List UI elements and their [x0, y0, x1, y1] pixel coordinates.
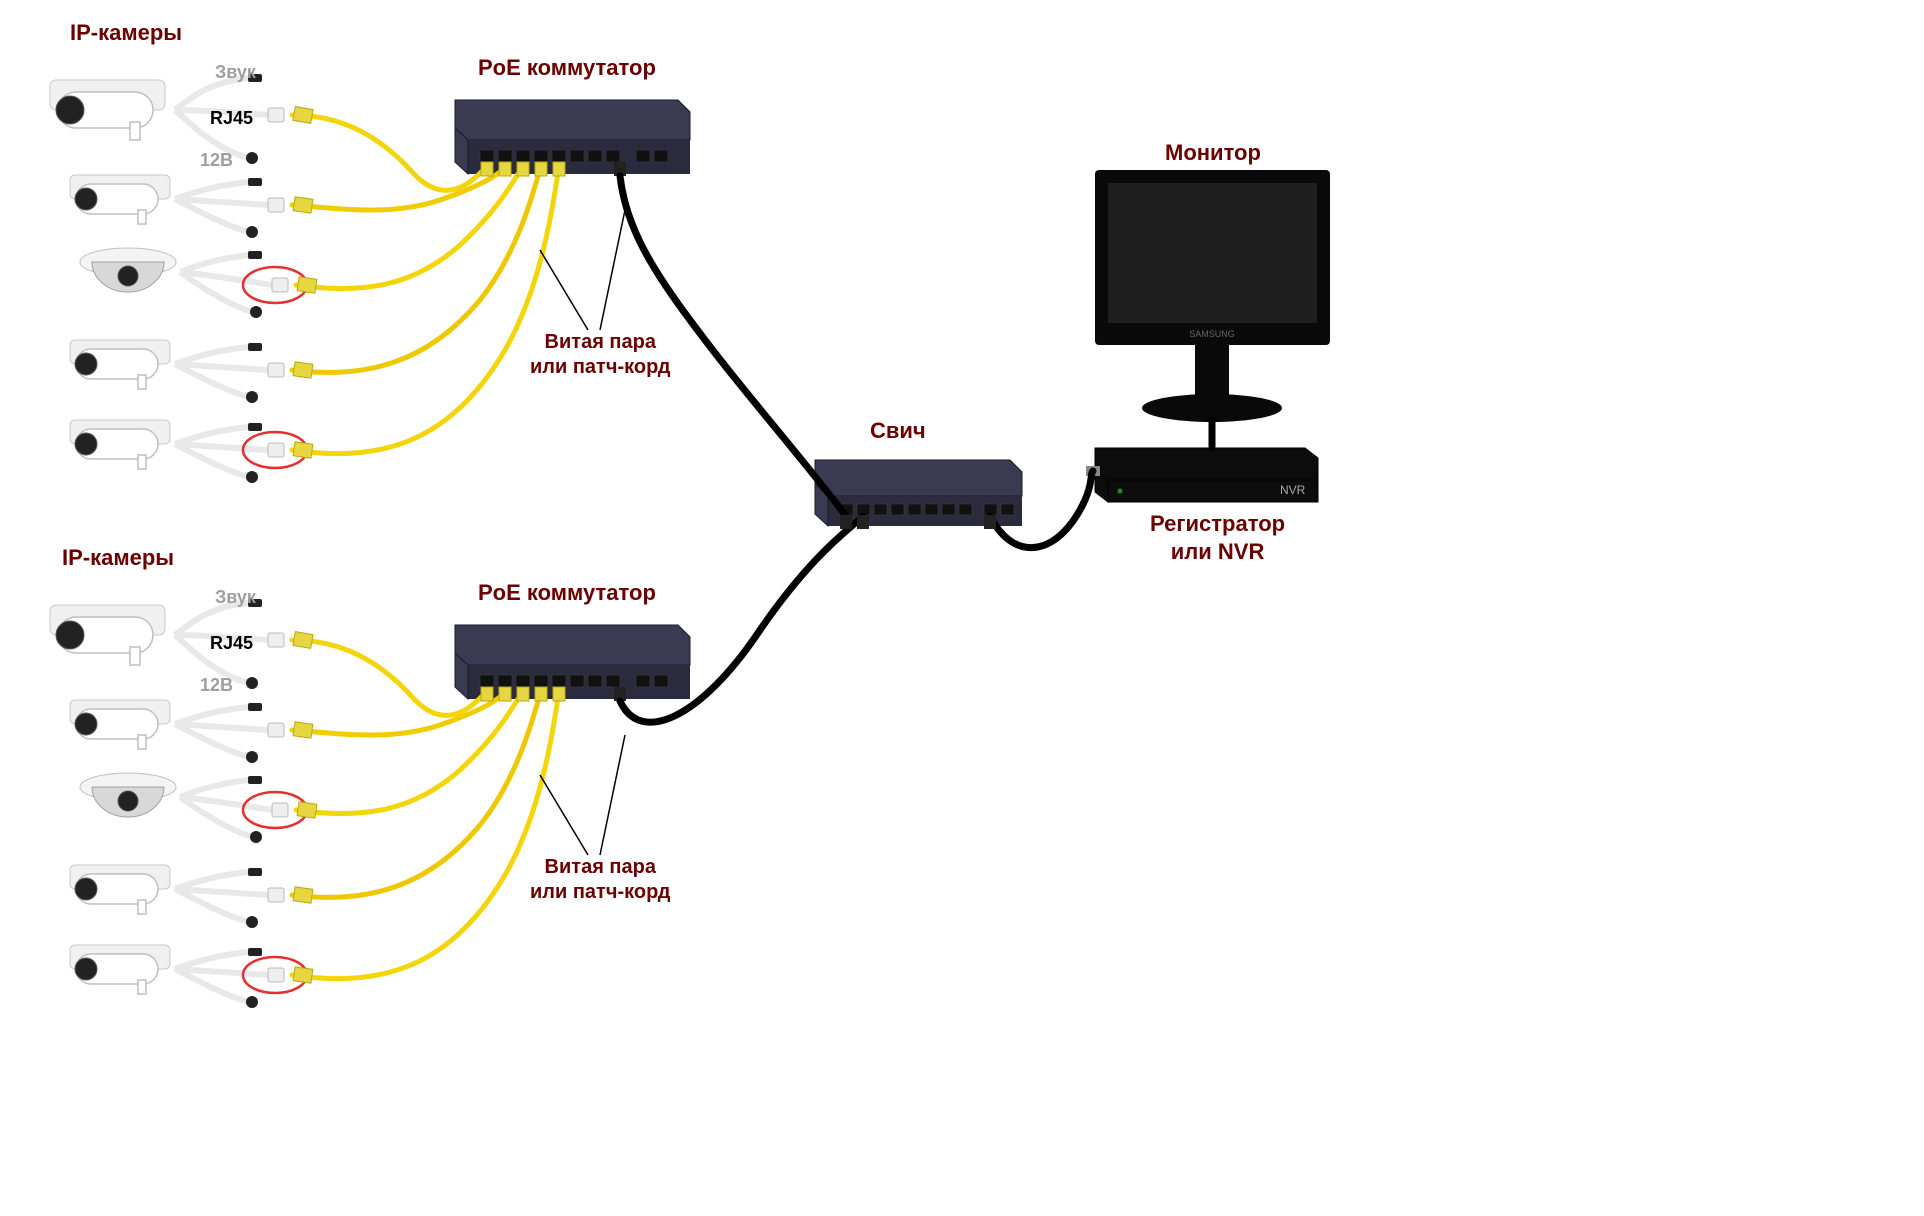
camera-connectors — [180, 251, 288, 318]
ip-camera-icon — [70, 340, 170, 389]
camera-connectors — [175, 948, 284, 1008]
rj45-connector-label: RJ45 — [210, 633, 253, 654]
recorder-heading: Регистратор или NVR — [1150, 510, 1285, 565]
camera-connectors — [175, 343, 284, 403]
audio-connector-label: Звук — [215, 62, 256, 83]
callout-line — [540, 250, 588, 330]
poe-switch-icon — [455, 100, 690, 174]
ip-camera-icon — [70, 945, 170, 994]
central-switch-icon — [815, 460, 1022, 526]
twisted-pair-label: Витая пара или патч-корд — [530, 855, 671, 905]
nvr-badge: NVR — [1280, 483, 1306, 497]
monitor-heading: Монитор — [1165, 140, 1261, 166]
nvr-icon: NVR — [1086, 448, 1318, 502]
ip-camera-icon — [70, 700, 170, 749]
camera-connectors — [175, 703, 284, 763]
camera-connectors — [175, 868, 284, 928]
twisted-pair-l1: Витая пара — [545, 856, 656, 878]
switch-heading: Свич — [870, 418, 926, 444]
twisted-pair-l2: или патч-корд — [530, 356, 671, 378]
power-connector-label: 12В — [200, 675, 233, 696]
power-connector-label: 12В — [200, 150, 233, 171]
recorder-l1: Регистратор — [1150, 511, 1285, 536]
ip-camera-icon — [50, 80, 165, 140]
camera-group-2 — [50, 599, 690, 1008]
twisted-pair-l1: Витая пара — [545, 331, 656, 353]
camera-connectors — [175, 178, 284, 238]
patch-cords — [292, 107, 565, 459]
twisted-pair-l2: или патч-корд — [530, 881, 671, 903]
rj45-connector-label: RJ45 — [210, 108, 253, 129]
poe-switch-icon — [455, 625, 690, 699]
recorder-l2: или NVR — [1171, 539, 1265, 564]
patch-cords — [292, 632, 565, 984]
ip-camera-icon — [70, 420, 170, 469]
ip-camera-icon — [50, 605, 165, 665]
camera-group-1 — [50, 74, 690, 483]
diagram-canvas: NVR SAMSUNG — [0, 0, 1924, 1216]
ip-camera-icon — [70, 175, 170, 224]
monitor-icon: SAMSUNG — [1095, 170, 1330, 422]
ip-cameras-heading: IP-камеры — [62, 545, 174, 571]
ip-cameras-heading: IP-камеры — [70, 20, 182, 46]
audio-connector-label: Звук — [215, 587, 256, 608]
ip-dome-camera-icon — [80, 248, 176, 292]
poe-switch-heading: PoE коммутатор — [478, 55, 656, 81]
camera-connectors — [175, 423, 284, 483]
highlight-ellipse — [243, 267, 307, 303]
ip-camera-icon — [70, 865, 170, 914]
ip-dome-camera-icon — [80, 773, 176, 817]
svg-text:SAMSUNG: SAMSUNG — [1189, 329, 1235, 339]
highlight-ellipse — [243, 432, 307, 468]
camera-connectors — [180, 776, 288, 843]
poe-switch-heading: PoE коммутатор — [478, 580, 656, 606]
twisted-pair-label: Витая пара или патч-корд — [530, 330, 671, 380]
callout-line — [600, 210, 625, 330]
